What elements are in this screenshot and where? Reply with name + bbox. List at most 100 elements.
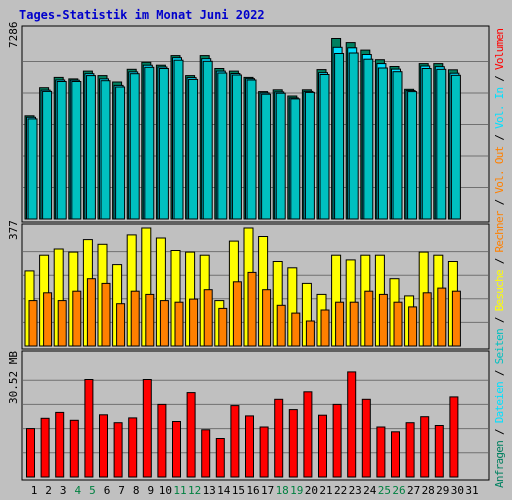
bar-seiten-day-22	[334, 53, 345, 220]
bar-seiten-day-29	[436, 68, 447, 220]
bar-seiten-day-24	[363, 58, 374, 220]
bar-volumen-day-8	[128, 417, 138, 478]
bar-seiten-day-30	[450, 74, 461, 220]
bottom-max-label: 30.52 MB	[7, 351, 20, 404]
bar-volumen-day-3	[55, 411, 65, 478]
bar-rechner-day-2	[43, 292, 53, 347]
bar-rechner-day-14	[218, 307, 228, 347]
bar-volumen-day-19	[288, 409, 298, 478]
bar-rechner-day-29	[437, 287, 447, 347]
bar-seiten-day-8	[129, 73, 140, 220]
bar-volumen-day-14	[215, 438, 225, 478]
bar-rechner-day-9	[145, 293, 155, 347]
legend-part-6: Besuche	[493, 269, 506, 311]
bar-rechner-day-19	[291, 312, 301, 347]
bar-rechner-day-3	[57, 300, 67, 347]
bar-volumen-day-13	[201, 429, 211, 478]
bar-rechner-day-5	[86, 278, 96, 347]
bar-volumen-day-27	[405, 422, 415, 478]
bar-seiten-day-18	[275, 92, 286, 220]
bar-volumen-day-2	[40, 417, 50, 478]
x-label-day-17: 17	[261, 484, 274, 497]
legend-part-4: Seiten	[493, 328, 506, 364]
bar-rechner-day-11	[174, 301, 184, 347]
bar-volumen-day-22	[332, 403, 342, 478]
x-label-day-11: 11	[173, 484, 186, 497]
bar-volumen-day-23	[347, 371, 357, 478]
x-label-day-19: 19	[290, 484, 303, 497]
bar-volumen-day-30	[449, 396, 459, 478]
bar-rechner-day-25	[378, 293, 388, 347]
legend-part-2: Dateien	[493, 381, 506, 423]
bar-volumen-day-16	[245, 415, 254, 478]
bar-volumen-day-11	[172, 421, 181, 478]
bar-seiten-day-11	[173, 59, 184, 220]
x-label-day-21: 21	[319, 484, 332, 497]
bar-seiten-day-26	[392, 71, 403, 220]
bar-rechner-day-10	[159, 300, 169, 347]
bar-seiten-day-4	[71, 81, 82, 220]
bar-volumen-day-20	[303, 391, 313, 478]
bar-rechner-day-23	[349, 301, 359, 347]
bar-rechner-day-28	[422, 292, 432, 347]
x-label-day-13: 13	[203, 484, 216, 497]
legend-part-5: /	[493, 311, 506, 329]
bar-seiten-day-12	[188, 78, 199, 220]
legend-part-3: /	[493, 364, 506, 382]
legend-part-9: /	[493, 193, 506, 211]
x-label-day-15: 15	[232, 484, 245, 497]
x-label-day-16: 16	[246, 484, 259, 497]
bar-rechner-day-6	[101, 282, 111, 347]
bar-seiten-day-2	[42, 90, 53, 220]
legend-vertical: Anfragen / Dateien / Seiten / Besuche / …	[493, 28, 506, 488]
bar-seiten-day-7	[115, 86, 126, 220]
bar-rechner-day-16	[247, 271, 257, 347]
bar-seiten-day-10	[158, 68, 169, 220]
x-label-day-23: 23	[349, 484, 362, 497]
middle-max-label: 377	[7, 220, 20, 240]
x-label-day-27: 27	[407, 484, 420, 497]
x-label-day-10: 10	[159, 484, 172, 497]
top-max-label: 7286	[7, 22, 20, 49]
bar-seiten-day-17	[261, 93, 272, 220]
bar-rechner-day-24	[364, 290, 374, 347]
x-label-day-31: 31	[465, 484, 478, 497]
bar-seiten-day-5	[85, 75, 96, 220]
legend-part-14: Volumen	[493, 28, 506, 70]
bar-volumen-day-6	[99, 414, 108, 478]
bar-rechner-day-30	[451, 290, 461, 347]
bar-seiten-day-21	[319, 74, 330, 220]
bar-rechner-day-8	[130, 290, 140, 347]
bar-volumen-day-9	[142, 379, 152, 478]
bar-seiten-day-1	[27, 118, 38, 220]
bar-volumen-day-10	[157, 403, 167, 478]
bar-volumen-day-15	[230, 405, 240, 478]
requests-files-pages-panel: 7286	[7, 22, 490, 223]
volume-panel: 30.52 MB	[7, 350, 490, 481]
bar-seiten-day-27	[407, 91, 418, 220]
legend-part-8: Rechner	[493, 210, 506, 252]
bar-rechner-day-27	[408, 306, 418, 347]
bar-seiten-day-19	[290, 98, 301, 220]
bar-rechner-day-20	[305, 320, 315, 347]
bar-seiten-day-16	[246, 79, 257, 220]
x-label-day-8: 8	[133, 484, 140, 497]
bar-seiten-day-28	[421, 68, 432, 220]
visits-hosts-panel: 377	[7, 220, 490, 350]
bar-volumen-day-25	[376, 426, 386, 478]
bar-seiten-day-3	[56, 81, 67, 220]
x-label-day-25: 25	[378, 484, 391, 497]
legend-part-1: /	[493, 422, 506, 440]
bar-rechner-day-13	[203, 289, 213, 347]
bar-seiten-day-6	[100, 80, 111, 220]
bar-rechner-day-17	[262, 289, 272, 347]
x-label-day-6: 6	[104, 484, 111, 497]
bar-volumen-day-18	[274, 398, 284, 478]
bar-volumen-day-26	[391, 431, 400, 478]
x-label-day-24: 24	[363, 484, 377, 497]
legend-part-7: /	[493, 252, 506, 270]
bar-rechner-day-15	[232, 281, 242, 347]
x-label-day-28: 28	[422, 484, 435, 497]
bar-rechner-day-22	[335, 301, 345, 347]
